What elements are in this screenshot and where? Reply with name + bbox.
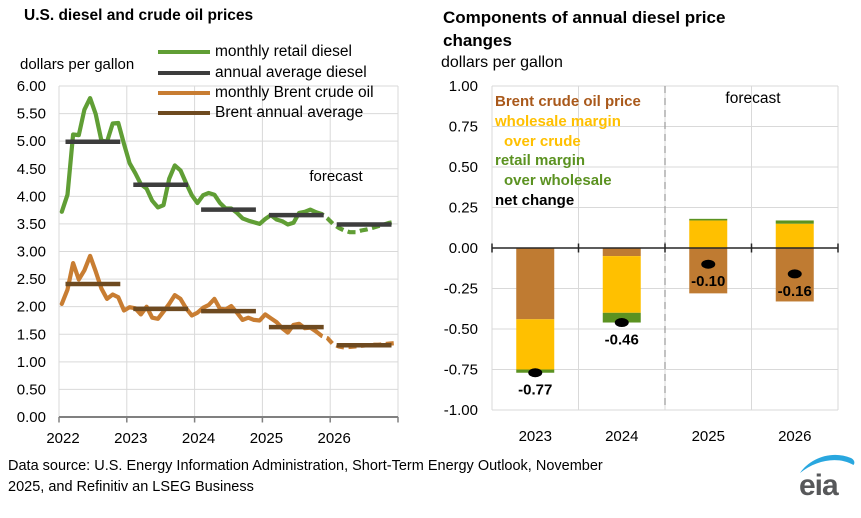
- left-chart-x-tick-label: 2026: [318, 430, 351, 447]
- left-chart-forecast-label: forecast: [309, 168, 363, 185]
- left-chart-title: U.S. diesel and crude oil prices: [24, 7, 254, 24]
- bar-2026-retail-margin-over-wholesale: [775, 220, 814, 224]
- legend-text-retail-margin: retail margin: [495, 152, 586, 170]
- bar-2025-Brent-crude-oil-price: [689, 248, 728, 294]
- eia-logo-text: eia: [799, 469, 839, 502]
- right-chart-x-tick-label: 2025: [692, 428, 725, 445]
- legend-label: annual average diesel: [215, 63, 367, 81]
- left-chart-y-tick-label: 1.00: [17, 354, 46, 371]
- right-chart-y-tick-label: -0.25: [444, 281, 478, 298]
- legend-text-over-crude: over crude: [504, 132, 581, 150]
- net-change-value-label: -0.10: [691, 273, 725, 290]
- net-change-marker: [614, 318, 629, 328]
- left-chart-unit-label: dollars per gallon: [20, 56, 135, 73]
- right-chart-y-tick-label: 0.50: [449, 159, 478, 176]
- left-chart-y-tick-label: 5.00: [17, 133, 46, 150]
- right-chart-y-tick-label: 0.25: [449, 200, 478, 217]
- legend-text-wholesale-margin: wholesale margin: [495, 112, 621, 130]
- orange-line-swatch: [158, 90, 210, 95]
- data-source-note: Data source: U.S. Energy Information Adm…: [8, 456, 603, 498]
- left-chart-y-tick-label: 2.50: [17, 271, 46, 288]
- right-chart-x-tick-label: 2026: [778, 428, 811, 445]
- right-chart-y-tick-label: 0.75: [449, 119, 478, 136]
- left-chart-y-tick-label: 0.50: [17, 381, 46, 398]
- right-chart-x-tick-label: 2023: [519, 428, 552, 445]
- forecast-line-monthly-retail-diesel: [315, 210, 396, 235]
- legend-label: monthly retail diesel: [215, 43, 352, 61]
- legend-item-brent-annual-average: Brent annual average: [158, 103, 374, 123]
- right-chart-forecast-label: forecast: [725, 90, 781, 107]
- left-chart-y-tick-label: 3.00: [17, 244, 46, 261]
- left-chart-y-tick-label: 4.00: [17, 188, 46, 205]
- legend-text-net-change: net change: [495, 191, 575, 209]
- right-chart-y-tick-label: 0.00: [449, 240, 478, 257]
- line-monthly-Brent-crude-oil: [59, 253, 319, 335]
- data-source-line-1: Data source: U.S. Energy Information Adm…: [8, 458, 603, 474]
- legend-item-annual-average-diesel: annual average diesel: [158, 62, 374, 82]
- bar-2023-wholesale-margin-over-crude: [516, 319, 555, 370]
- left-chart-x-tick-label: 2024: [182, 430, 215, 447]
- bar-2025-retail-margin-over-wholesale: [689, 218, 728, 221]
- right-chart-y-tick-label: -1.00: [444, 402, 478, 419]
- data-source-line-2: 2025, and Refinitiv an LSEG Business: [8, 479, 254, 495]
- right-chart-y-tick-label: -0.50: [444, 321, 478, 338]
- legend-label: Brent annual average: [215, 104, 364, 122]
- right-chart-legend: Brent crude oil price wholesale margin o…: [495, 92, 641, 211]
- legend-text-brent-crude-oil-price: Brent crude oil price: [495, 93, 641, 110]
- net-change-value-label: -0.46: [605, 332, 639, 349]
- gray-line-swatch: [158, 70, 210, 75]
- left-chart-x-tick-label: 2022: [46, 430, 79, 447]
- right-chart-y-tick-label: 1.00: [449, 78, 478, 95]
- eia-logo-swoosh: [800, 454, 855, 473]
- left-chart-y-tick-label: 3.50: [17, 216, 46, 233]
- eia-logo: eia: [799, 454, 855, 502]
- brown-line-swatch: [158, 111, 210, 116]
- right-chart-title: Components of annual diesel price change…: [443, 8, 726, 50]
- left-chart-x-tick-label: 2025: [250, 430, 283, 447]
- net-change-marker: [701, 259, 716, 269]
- legend-text-over-wholesale: over wholesale: [504, 172, 612, 190]
- net-change-marker: [787, 269, 802, 279]
- net-change-marker: [528, 368, 543, 378]
- bar-2023-Brent-crude-oil-price: [516, 248, 555, 320]
- left-chart-y-tick-label: 5.50: [17, 106, 46, 123]
- bar-2024-retail-margin-over-wholesale: [602, 312, 641, 323]
- left-chart-y-tick-label: 4.50: [17, 161, 46, 178]
- left-chart-y-tick-label: 2.00: [17, 299, 46, 316]
- right-chart-y-tick-label: -0.75: [444, 362, 478, 379]
- bar-2025-wholesale-margin-over-crude: [689, 220, 728, 248]
- bar-2024-wholesale-margin-over-crude: [602, 256, 641, 313]
- bar-2024-Brent-crude-oil-price: [602, 248, 641, 257]
- green-line-swatch: [158, 50, 210, 55]
- bar-2026-wholesale-margin-over-crude: [775, 223, 814, 248]
- legend-item-monthly-retail-diesel: monthly retail diesel: [158, 42, 374, 62]
- right-chart-unit-label: dollars per gallon: [441, 54, 563, 71]
- net-change-value-label: -0.77: [518, 382, 552, 399]
- left-chart-legend: monthly retail diesel annual average die…: [158, 42, 374, 124]
- left-chart-y-tick-label: 6.00: [17, 78, 46, 95]
- left-chart-x-tick-label: 2023: [114, 430, 147, 447]
- left-chart-y-tick-label: 1.50: [17, 326, 46, 343]
- legend-label: monthly Brent crude oil: [215, 83, 374, 101]
- legend-item-monthly-brent-crude: monthly Brent crude oil: [158, 83, 374, 103]
- left-chart-y-tick-label: 0.00: [17, 409, 46, 426]
- net-change-value-label: -0.16: [778, 283, 812, 300]
- right-chart-x-tick-label: 2024: [605, 428, 638, 445]
